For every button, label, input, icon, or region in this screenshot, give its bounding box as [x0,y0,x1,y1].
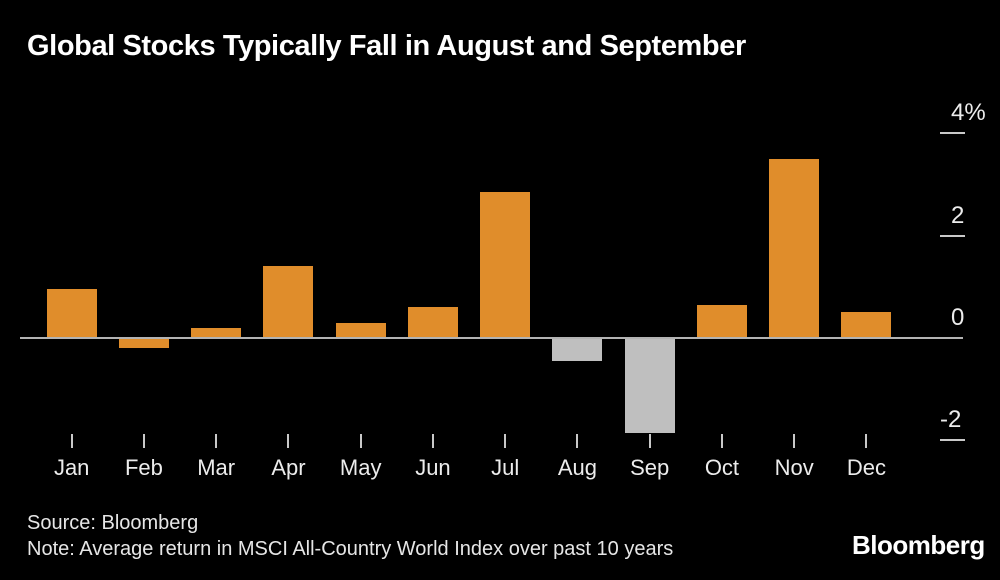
bar-jun [407,307,458,338]
x-axis-tick [359,434,362,448]
y-axis-label: 4% [951,99,986,127]
x-axis-tick [215,434,218,448]
x-axis-label-feb: Feb [124,455,163,480]
bar-mar [191,327,242,338]
x-axis-tick [142,434,145,448]
x-axis-tick [287,434,290,448]
y-axis-label: -2 [940,406,962,434]
x-axis-label-aug: Aug [557,455,598,480]
x-axis-tick [431,434,434,448]
x-axis-label-apr: Apr [271,455,306,480]
source-note: Source: Bloomberg [27,512,199,534]
bar-jan [46,289,97,338]
x-axis-label-mar: Mar [197,455,236,480]
x-axis-tick [576,434,579,448]
y-axis-tick [940,132,965,135]
bar-sep [624,338,675,433]
bar-dec [841,312,892,338]
bar-jul [480,192,531,338]
y-axis-tick [940,234,965,237]
y-axis-label: 2 [951,201,965,229]
x-axis-label-oct: Oct [704,455,740,480]
x-axis-tick [70,434,73,448]
x-axis-label-jan: Jan [53,455,90,480]
bar-aug [552,338,603,362]
bloomberg-logo: Bloomberg [852,530,985,560]
zero-baseline [20,337,963,339]
x-axis-tick [504,434,507,448]
x-axis-tick [648,434,651,448]
bar-feb [118,338,169,349]
x-axis-label-may: May [339,455,382,480]
bar-apr [263,266,314,338]
bar-nov [769,158,820,338]
x-axis-tick [865,434,868,448]
y-axis-tick [940,439,965,442]
x-axis-tick [793,434,796,448]
bar-may [335,322,386,338]
x-axis-tick [720,434,723,448]
x-axis-label-nov: Nov [774,455,814,480]
x-axis-label-sep: Sep [630,455,670,480]
chart-title: Global Stocks Typically Fall in August a… [27,30,746,62]
methodology-note: Note: Average return in MSCI All-Country… [27,538,674,560]
x-axis-label-jul: Jul [491,455,520,480]
bar-oct [696,304,747,338]
y-axis-label: 0 [951,304,965,331]
x-axis-label-jun: Jun [415,455,451,480]
x-axis-label-dec: Dec [846,455,886,480]
